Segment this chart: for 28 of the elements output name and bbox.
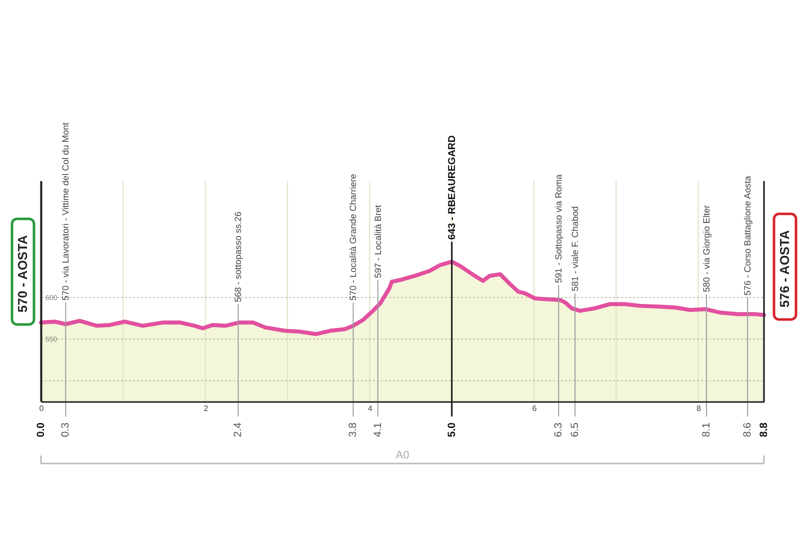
annotation: 570 - via Lavoratori - Vittime del Col du Mont: [60, 122, 71, 300]
annotation: 591 - Sottopasso via Roma: [554, 174, 564, 283]
ref-line-label: 8.8: [758, 422, 770, 438]
annotation: 597 - Località Bret: [372, 204, 383, 278]
x-tick-label: 8: [696, 404, 702, 413]
ref-line-label: 0.0: [35, 422, 47, 438]
ref-line-label: 4.1: [372, 422, 384, 438]
ref-line-label: 8.1: [700, 422, 712, 438]
ref-line-label: 0.3: [60, 422, 72, 438]
annotation: 643 - RBEAUREGARD: [446, 135, 458, 240]
annotation: 570 - Località Grande Charriere: [348, 174, 358, 300]
x-tick-label: 2: [204, 404, 209, 413]
x-tick-label: 0: [39, 404, 44, 413]
annotation: 576 - Corso Battaglione Aosta: [742, 176, 753, 296]
annotation: 568 - sottopasso ss.26: [233, 212, 244, 302]
annotation: 570 - AOSTA: [15, 234, 30, 312]
x-tick-label: 6: [532, 404, 538, 413]
ref-line-label: 2.4: [232, 422, 244, 438]
ref-line-label: 8.6: [742, 422, 754, 438]
ref-line-label: 3.8: [347, 422, 360, 438]
annotation: 576 - AOSTA: [777, 230, 792, 308]
annotation: 581 - viale F. Chabod: [570, 206, 580, 292]
annotation: 580 - via Giorgio Elter: [701, 205, 712, 292]
ref-line-label: 5.0: [446, 422, 458, 438]
text: A0: [396, 450, 410, 462]
ref-line-label: 6.5: [569, 422, 582, 438]
x-tick-label: 4: [368, 404, 373, 413]
ref-line-label: 6.3: [552, 422, 565, 438]
